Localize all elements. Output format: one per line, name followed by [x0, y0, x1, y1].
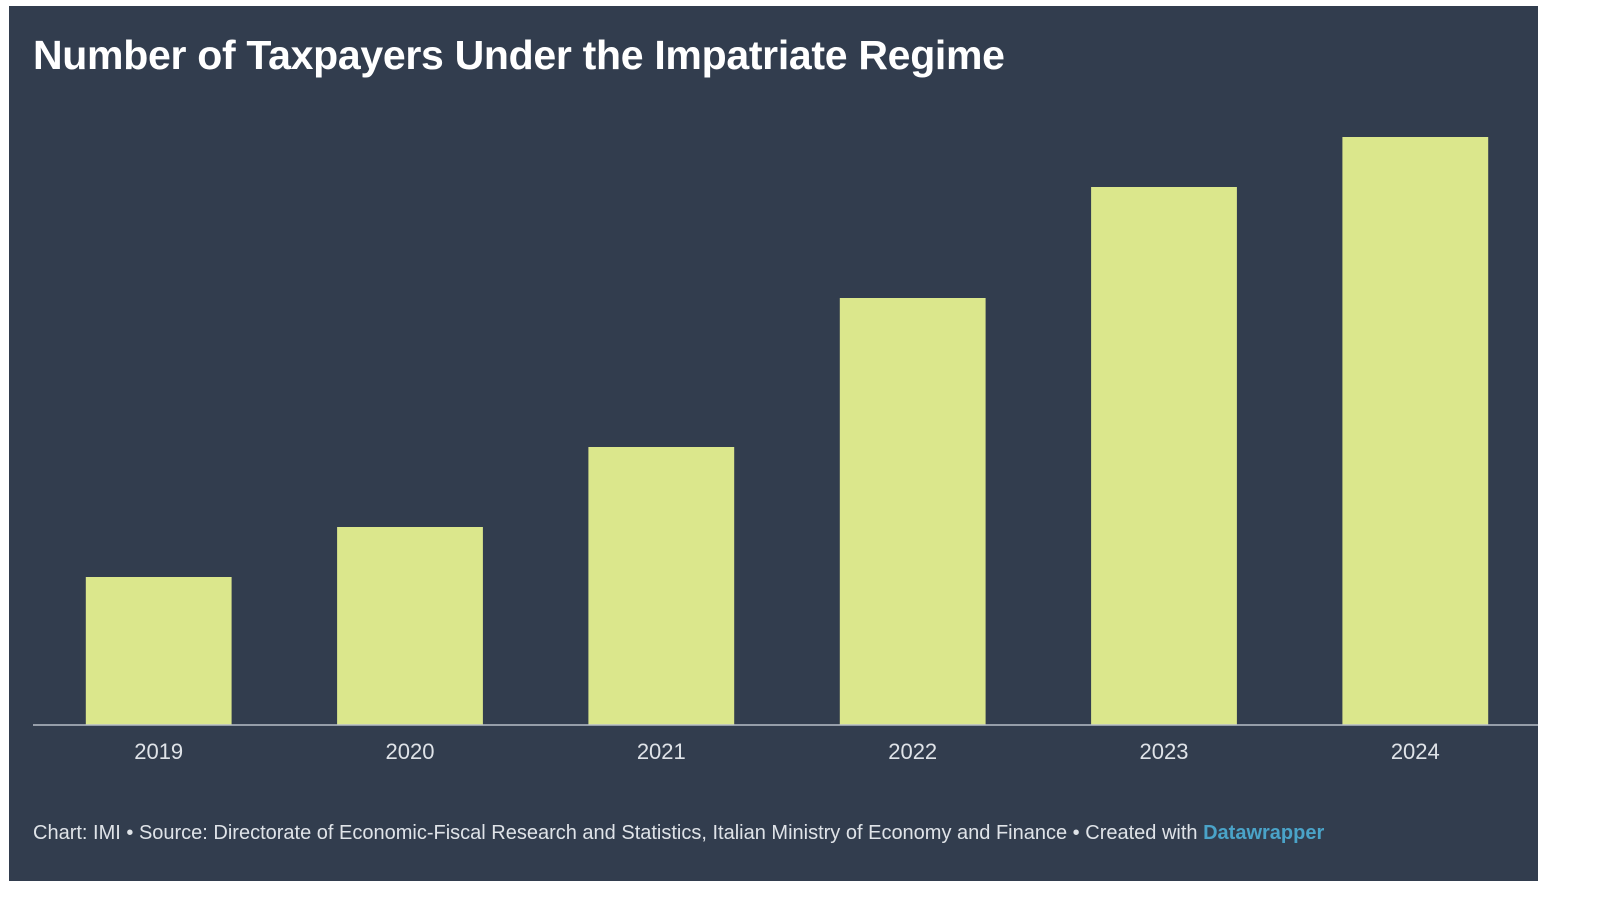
footer-separator: • — [126, 822, 134, 844]
bars-group — [85, 137, 1489, 725]
chart-footer: Chart: IMI • Source: Directorate of Econ… — [33, 822, 1324, 845]
bar-2020[interactable] — [337, 527, 483, 725]
x-tick-label-2022: 2022 — [888, 739, 937, 764]
x-tick-label-2020: 2020 — [386, 739, 435, 764]
x-tick-label-2019: 2019 — [134, 739, 183, 764]
chart-credit: Chart: IMI — [33, 822, 121, 844]
bar-2021[interactable] — [588, 447, 735, 725]
created-with-text: Created with — [1085, 822, 1198, 844]
chart-card: Number of Taxpayers Under the Impatriate… — [9, 6, 1538, 881]
x-tick-labels: 2019 2020 2021 2022 2023 2024 — [134, 739, 1440, 764]
x-tick-label-2024: 2024 — [1391, 739, 1440, 764]
bar-2024[interactable] — [1342, 137, 1489, 725]
bar-2019[interactable] — [85, 577, 232, 725]
x-tick-label-2021: 2021 — [637, 739, 686, 764]
datawrapper-link[interactable]: Datawrapper — [1203, 822, 1325, 844]
source-text: Source: Directorate of Economic-Fiscal R… — [138, 822, 1068, 844]
footer-separator-2: • — [1072, 822, 1080, 844]
chart-title: Number of Taxpayers Under the Impatriate… — [33, 32, 1005, 78]
bar-chart: 2019 2020 2021 2022 2023 2024 — [33, 137, 1538, 764]
bar-2023[interactable] — [1091, 187, 1237, 725]
bar-2022[interactable] — [839, 298, 986, 725]
x-tick-label-2023: 2023 — [1140, 739, 1189, 764]
